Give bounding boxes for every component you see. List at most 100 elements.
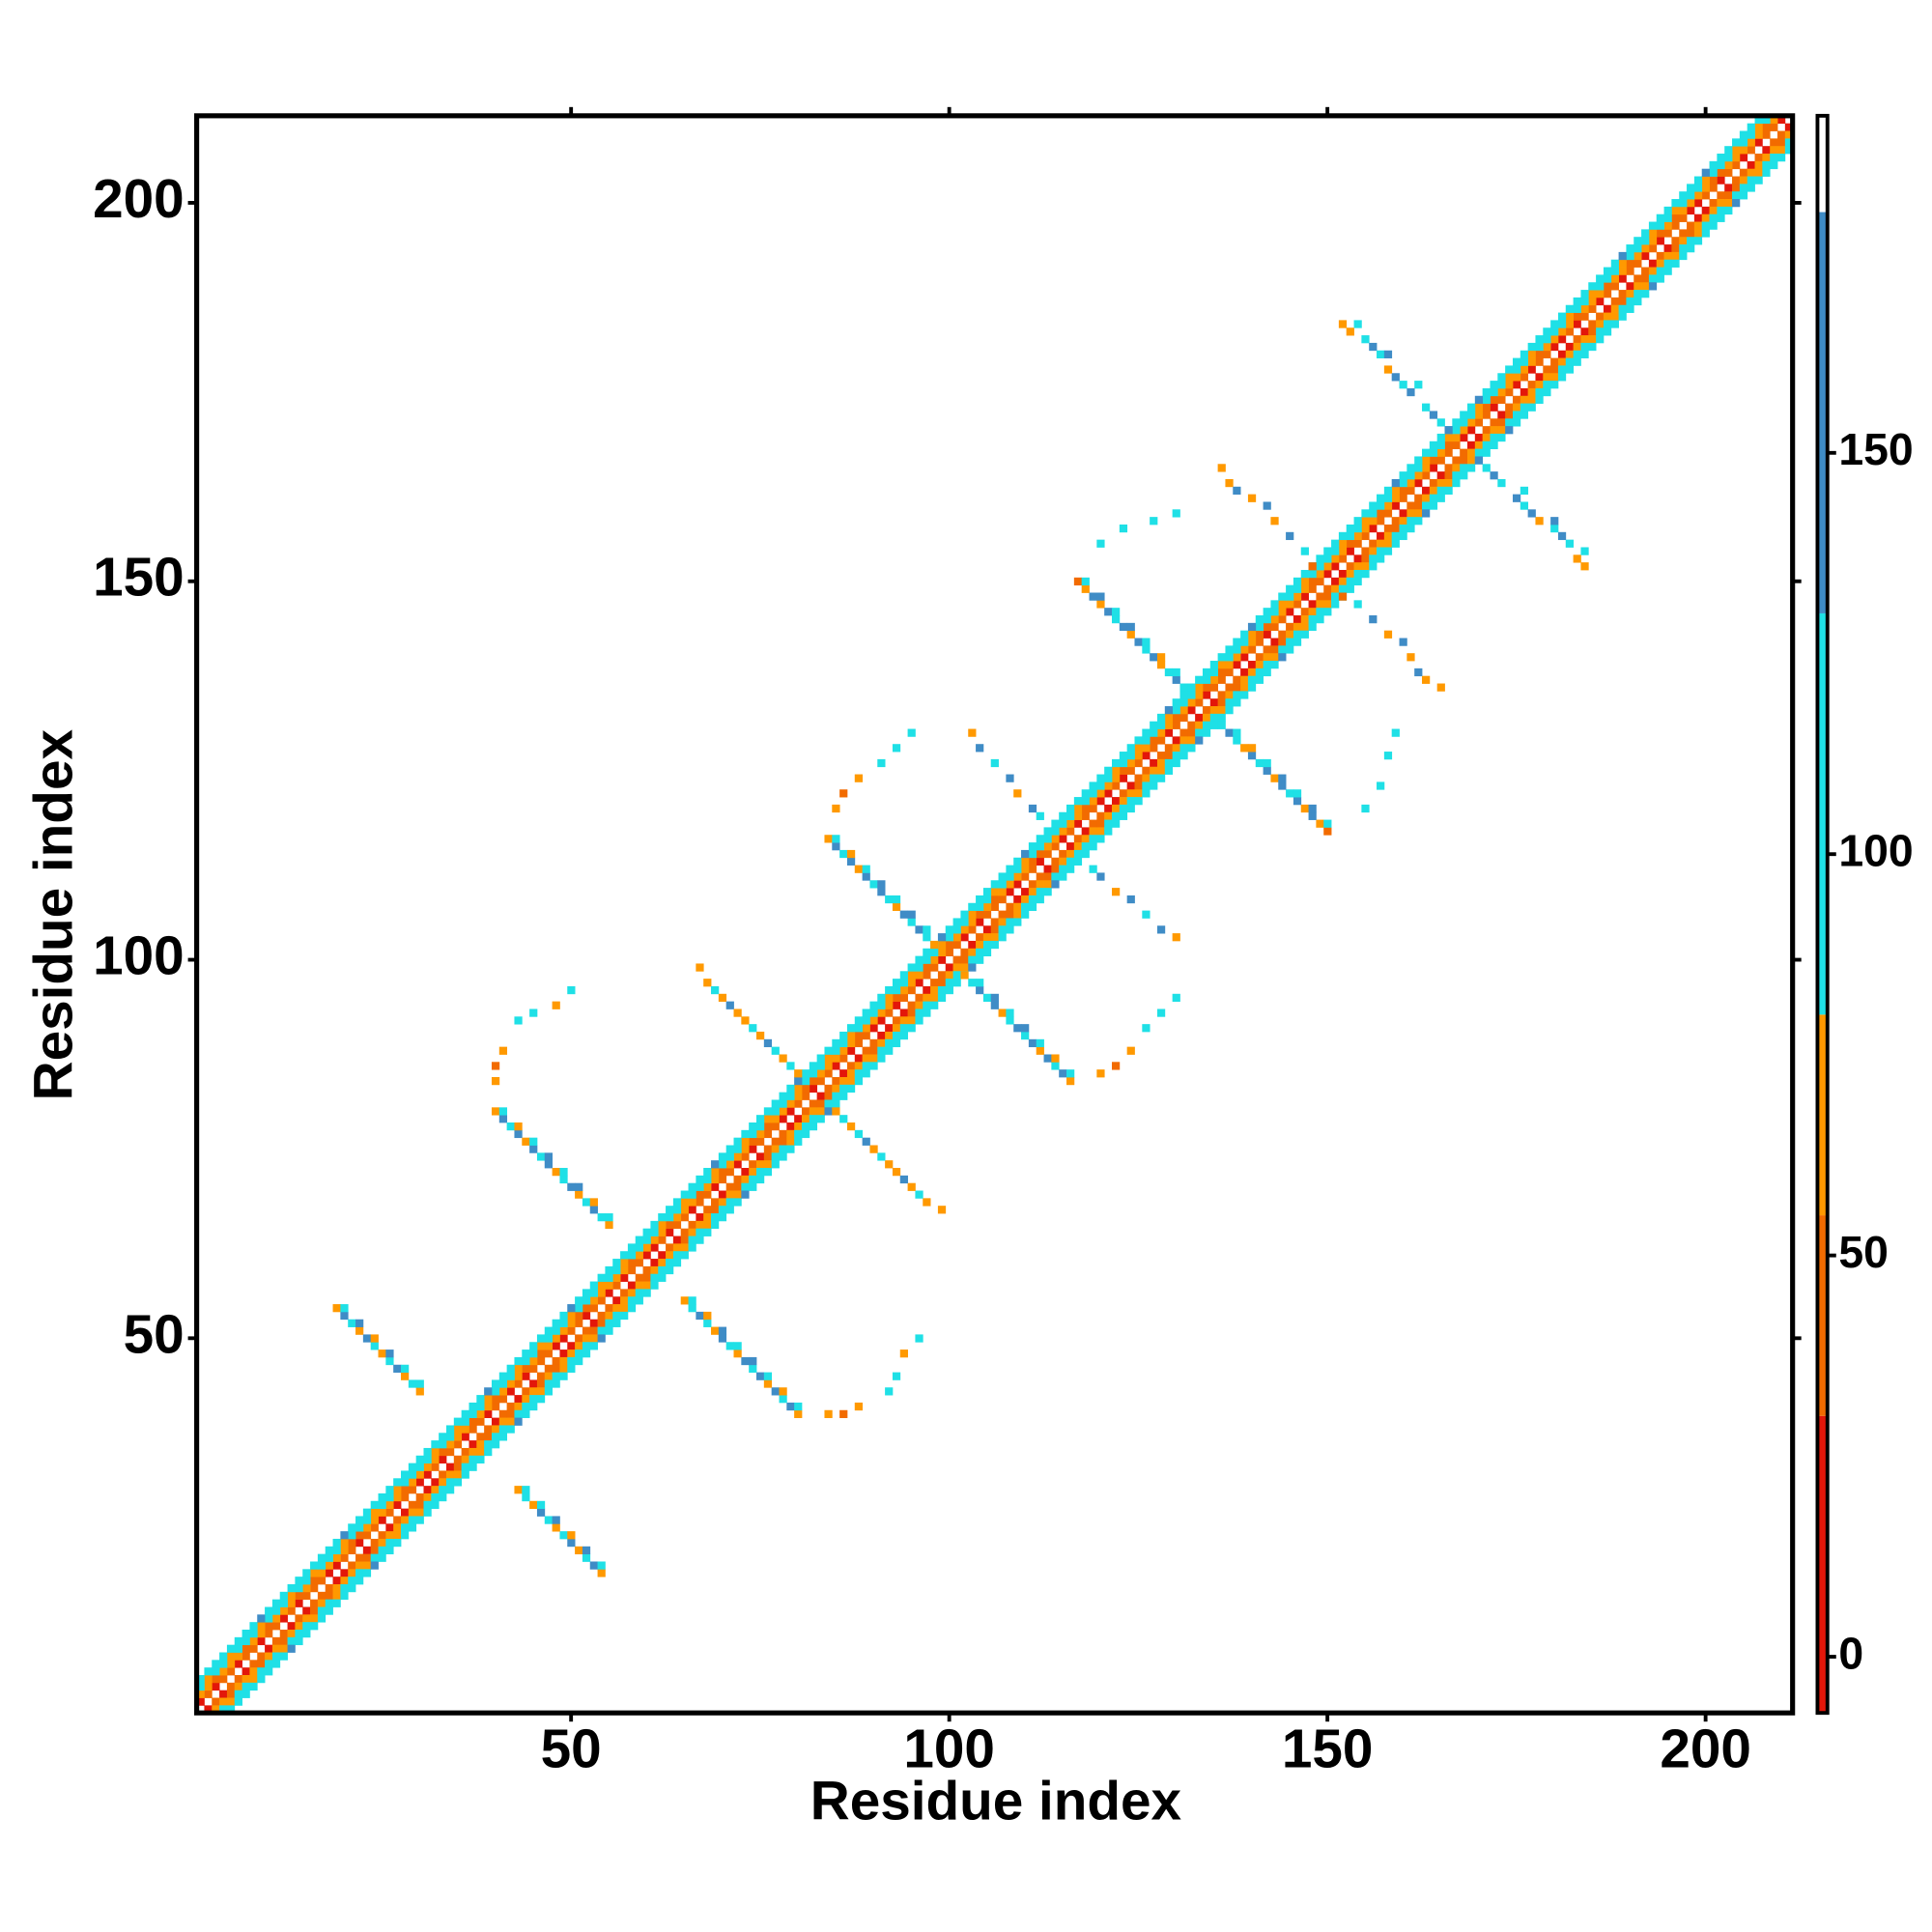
heatmap-cell — [1286, 600, 1294, 609]
heatmap-cell — [1399, 638, 1407, 646]
heatmap-cell — [1724, 168, 1733, 177]
heatmap-cell — [1747, 138, 1755, 147]
heatmap-cell — [976, 744, 984, 753]
heatmap-cell — [824, 1107, 833, 1116]
heatmap-cell — [846, 1062, 856, 1070]
heatmap-cell — [635, 1273, 643, 1282]
heatmap-cell — [952, 918, 961, 926]
heatmap-cell — [559, 1319, 568, 1327]
heatmap-cell — [1482, 411, 1491, 419]
heatmap-cell — [1724, 160, 1733, 170]
heatmap-cell — [355, 1577, 364, 1585]
heatmap-cell — [1377, 517, 1385, 526]
heatmap-cell — [809, 1062, 818, 1070]
heatmap-cell — [1308, 584, 1317, 593]
heatmap-cell — [1406, 509, 1415, 518]
heatmap-cell — [1361, 517, 1370, 526]
heatmap-cell — [756, 1168, 765, 1177]
heatmap-cell — [234, 1697, 242, 1706]
heatmap-cell — [718, 1168, 727, 1177]
heatmap-cell — [1187, 683, 1196, 692]
heatmap-cell — [1588, 282, 1597, 291]
heatmap-cell — [1126, 895, 1135, 904]
heatmap-cell — [1096, 789, 1105, 798]
colorbar-segment — [1817, 1215, 1828, 1416]
heatmap-cell — [439, 1440, 447, 1449]
heatmap-cell — [1331, 600, 1340, 609]
heatmap-cell — [1361, 562, 1370, 571]
heatmap-cell — [771, 1387, 780, 1396]
heatmap-cell — [1466, 411, 1476, 419]
heatmap-cell — [1436, 456, 1445, 465]
heatmap-cell — [484, 1387, 493, 1396]
heatmap-cell — [696, 1311, 704, 1321]
heatmap-cell — [688, 1190, 696, 1199]
heatmap-cell — [998, 933, 1007, 942]
heatmap-cell — [968, 910, 977, 919]
heatmap-cell — [1512, 373, 1521, 382]
heatmap-cell — [1474, 456, 1484, 465]
heatmap-cell — [1641, 282, 1650, 291]
heatmap-cell — [589, 1281, 598, 1290]
heatmap-cell — [589, 1319, 598, 1327]
heatmap-cell — [1527, 509, 1536, 518]
heatmap-cell — [1338, 539, 1348, 548]
heatmap-cell — [249, 1682, 258, 1691]
colorbar-segment — [1817, 612, 1828, 1015]
heatmap-cell — [498, 1107, 508, 1116]
heatmap-cell — [257, 1630, 266, 1638]
heatmap-cell — [476, 1409, 485, 1418]
heatmap-cell — [506, 1417, 515, 1426]
heatmap-cell — [582, 1198, 591, 1207]
heatmap-cell — [1021, 865, 1030, 873]
heatmap-cell — [923, 948, 931, 957]
heatmap-cell — [1096, 781, 1105, 790]
heatmap-cell — [1111, 797, 1121, 806]
heatmap-cell — [1634, 297, 1642, 306]
heatmap-cell — [370, 1546, 379, 1555]
heatmap-cell — [1179, 691, 1188, 699]
heatmap-cell — [514, 1356, 523, 1366]
heatmap-cell — [332, 1546, 341, 1555]
heatmap-cell — [1422, 509, 1431, 518]
heatmap-cell — [960, 918, 969, 926]
heatmap-cell — [1293, 600, 1302, 609]
heatmap-cell — [453, 1455, 463, 1464]
heatmap-cell — [1520, 403, 1529, 412]
heatmap-cell — [257, 1667, 266, 1676]
heatmap-cell — [1142, 766, 1151, 775]
heatmap-cell — [1520, 395, 1529, 404]
heatmap-cell — [1369, 501, 1378, 510]
heatmap-cell — [1036, 835, 1044, 843]
y-tick-label: 50 — [124, 1304, 185, 1365]
heatmap-cell — [741, 1152, 750, 1161]
heatmap-cell — [1126, 766, 1135, 775]
heatmap-cell — [355, 1326, 364, 1335]
heatmap-cell — [1156, 728, 1166, 737]
heatmap-cell — [226, 1705, 236, 1714]
heatmap-cell — [1247, 683, 1257, 692]
heatmap-cell — [1195, 721, 1204, 729]
heatmap-cell — [1217, 464, 1226, 472]
heatmap-cell — [1391, 373, 1400, 382]
heatmap-cell — [1059, 872, 1067, 881]
heatmap-cell — [869, 1145, 878, 1153]
heatmap-cell — [1747, 160, 1755, 170]
heatmap-cell — [469, 1455, 477, 1464]
heatmap-cell — [1073, 819, 1083, 828]
heatmap-cell — [445, 1463, 455, 1471]
x-axis-label: Residue index — [810, 1772, 1182, 1833]
heatmap-cell — [325, 1561, 333, 1570]
heatmap-cell — [1724, 184, 1733, 192]
heatmap-cell — [832, 1054, 840, 1063]
heatmap-cell — [1142, 1024, 1151, 1033]
heatmap-cell — [1104, 774, 1113, 782]
heatmap-cell — [1618, 274, 1627, 283]
heatmap-cell — [332, 1561, 341, 1570]
heatmap-cell — [1603, 320, 1612, 328]
heatmap-cell — [439, 1470, 447, 1479]
heatmap-cell — [1217, 675, 1226, 684]
heatmap-cell — [733, 1009, 742, 1017]
heatmap-cell — [1353, 531, 1362, 541]
heatmap-cell — [725, 1206, 734, 1214]
